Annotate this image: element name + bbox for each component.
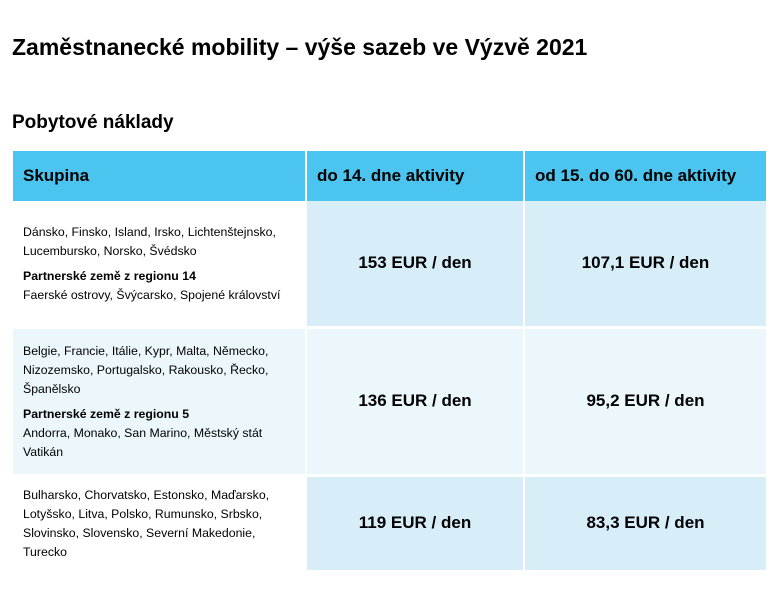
group-cell: Dánsko, Finsko, Island, Irsko, Lichtenšt… (13, 201, 307, 329)
rate-15-60-cell: 83,3 EUR / den (524, 475, 766, 573)
group-countries: Dánsko, Finsko, Island, Irsko, Lichtenšt… (23, 225, 276, 259)
group-cell: Bulharsko, Chorvatsko, Estonsko, Maďarsk… (13, 475, 307, 573)
page-title: Zaměstnanecké mobility – výše sazeb ve V… (12, 34, 588, 60)
region-label: Partnerské země z regionu 14 (23, 269, 196, 284)
table-row: Bulharsko, Chorvatsko, Estonsko, Maďarsk… (13, 475, 766, 573)
section-title: Pobytové náklady (12, 112, 174, 133)
column-header-rate-15-60: od 15. do 60. dne aktivity (524, 151, 766, 201)
rate-to-14-cell: 153 EUR / den (306, 201, 525, 329)
rate-15-60-cell: 107,1 EUR / den (524, 201, 766, 329)
region-countries: Andorra, Monako, San Marino, Městský stá… (23, 426, 263, 459)
rate-to-14-cell: 136 EUR / den (306, 327, 525, 477)
column-header-rate-to-14: do 14. dne aktivity (306, 151, 525, 201)
group-countries: Bulharsko, Chorvatsko, Estonsko, Maďarsk… (23, 488, 270, 559)
group-countries: Belgie, Francie, Itálie, Kypr, Malta, Ně… (23, 344, 269, 396)
table-header-row: Skupina do 14. dne aktivity od 15. do 60… (13, 151, 766, 201)
region-label: Partnerské země z regionu 5 (23, 407, 190, 421)
table-row: Dánsko, Finsko, Island, Irsko, Lichtenšt… (13, 201, 766, 329)
table-row: Belgie, Francie, Itálie, Kypr, Malta, Ně… (13, 327, 766, 477)
rates-table: Skupina do 14. dne aktivity od 15. do 60… (13, 151, 766, 573)
region-countries: Faerské ostrovy, Švýcarsko, Spojené král… (23, 288, 281, 303)
column-header-group: Skupina (13, 151, 307, 201)
group-cell: Belgie, Francie, Itálie, Kypr, Malta, Ně… (13, 327, 307, 477)
rate-to-14-cell: 119 EUR / den (306, 475, 525, 573)
rate-15-60-cell: 95,2 EUR / den (524, 327, 766, 477)
